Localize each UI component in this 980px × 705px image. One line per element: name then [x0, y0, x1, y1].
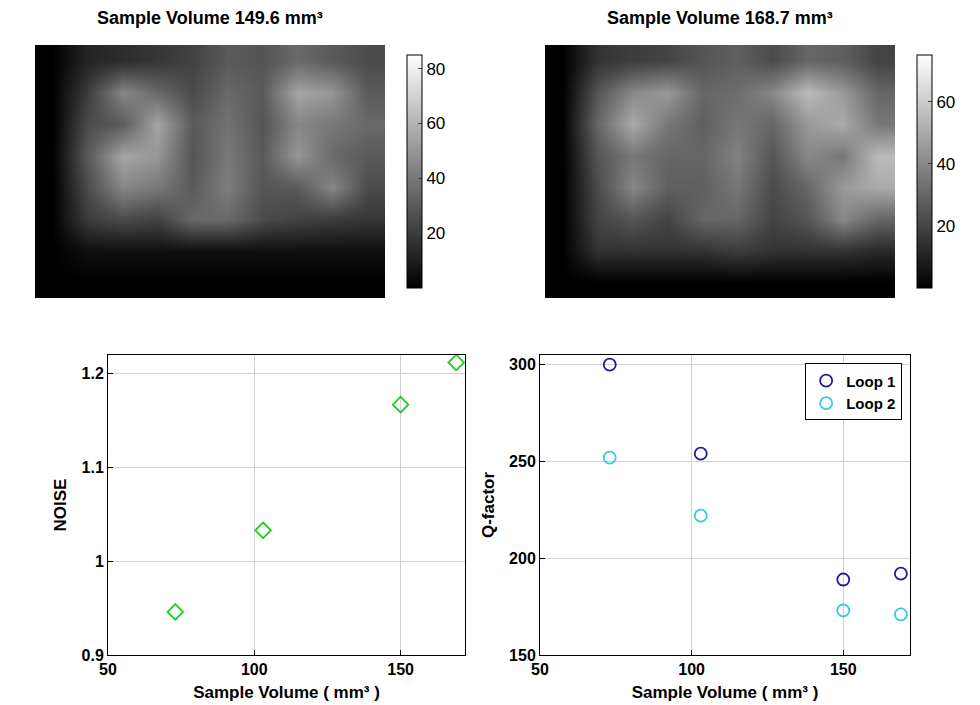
svg-text:250: 250: [509, 453, 536, 470]
svg-text:150: 150: [509, 647, 536, 664]
svg-text:100: 100: [678, 661, 705, 678]
svg-text:20: 20: [936, 217, 955, 236]
svg-text:20: 20: [426, 224, 445, 243]
svg-text:0.9: 0.9: [82, 647, 104, 664]
svg-text:40: 40: [936, 155, 955, 174]
svg-text:100: 100: [241, 661, 268, 678]
svg-text:Sample Volume 149.6 mm³: Sample Volume 149.6 mm³: [97, 8, 323, 28]
svg-text:1: 1: [95, 553, 104, 570]
svg-text:Sample Volume ( mm³ ): Sample Volume ( mm³ ): [193, 683, 380, 702]
svg-text:Q-factor: Q-factor: [479, 472, 498, 539]
svg-text:50: 50: [531, 661, 549, 678]
svg-text:300: 300: [509, 356, 536, 373]
svg-text:60: 60: [426, 114, 445, 133]
svg-text:40: 40: [426, 169, 445, 188]
svg-text:80: 80: [426, 60, 445, 79]
svg-text:Loop 1: Loop 1: [846, 373, 895, 390]
svg-text:200: 200: [509, 550, 536, 567]
svg-text:Loop 2: Loop 2: [846, 395, 895, 412]
svg-text:1.1: 1.1: [82, 459, 104, 476]
svg-text:60: 60: [936, 93, 955, 112]
svg-text:Sample Volume ( mm³ ): Sample Volume ( mm³ ): [632, 683, 819, 702]
svg-text:150: 150: [830, 661, 857, 678]
svg-text:1.2: 1.2: [82, 365, 104, 382]
svg-text:50: 50: [99, 661, 117, 678]
svg-text:Sample Volume 168.7 mm³: Sample Volume 168.7 mm³: [607, 8, 833, 28]
svg-text:NOISE: NOISE: [51, 479, 70, 532]
svg-text:150: 150: [387, 661, 414, 678]
